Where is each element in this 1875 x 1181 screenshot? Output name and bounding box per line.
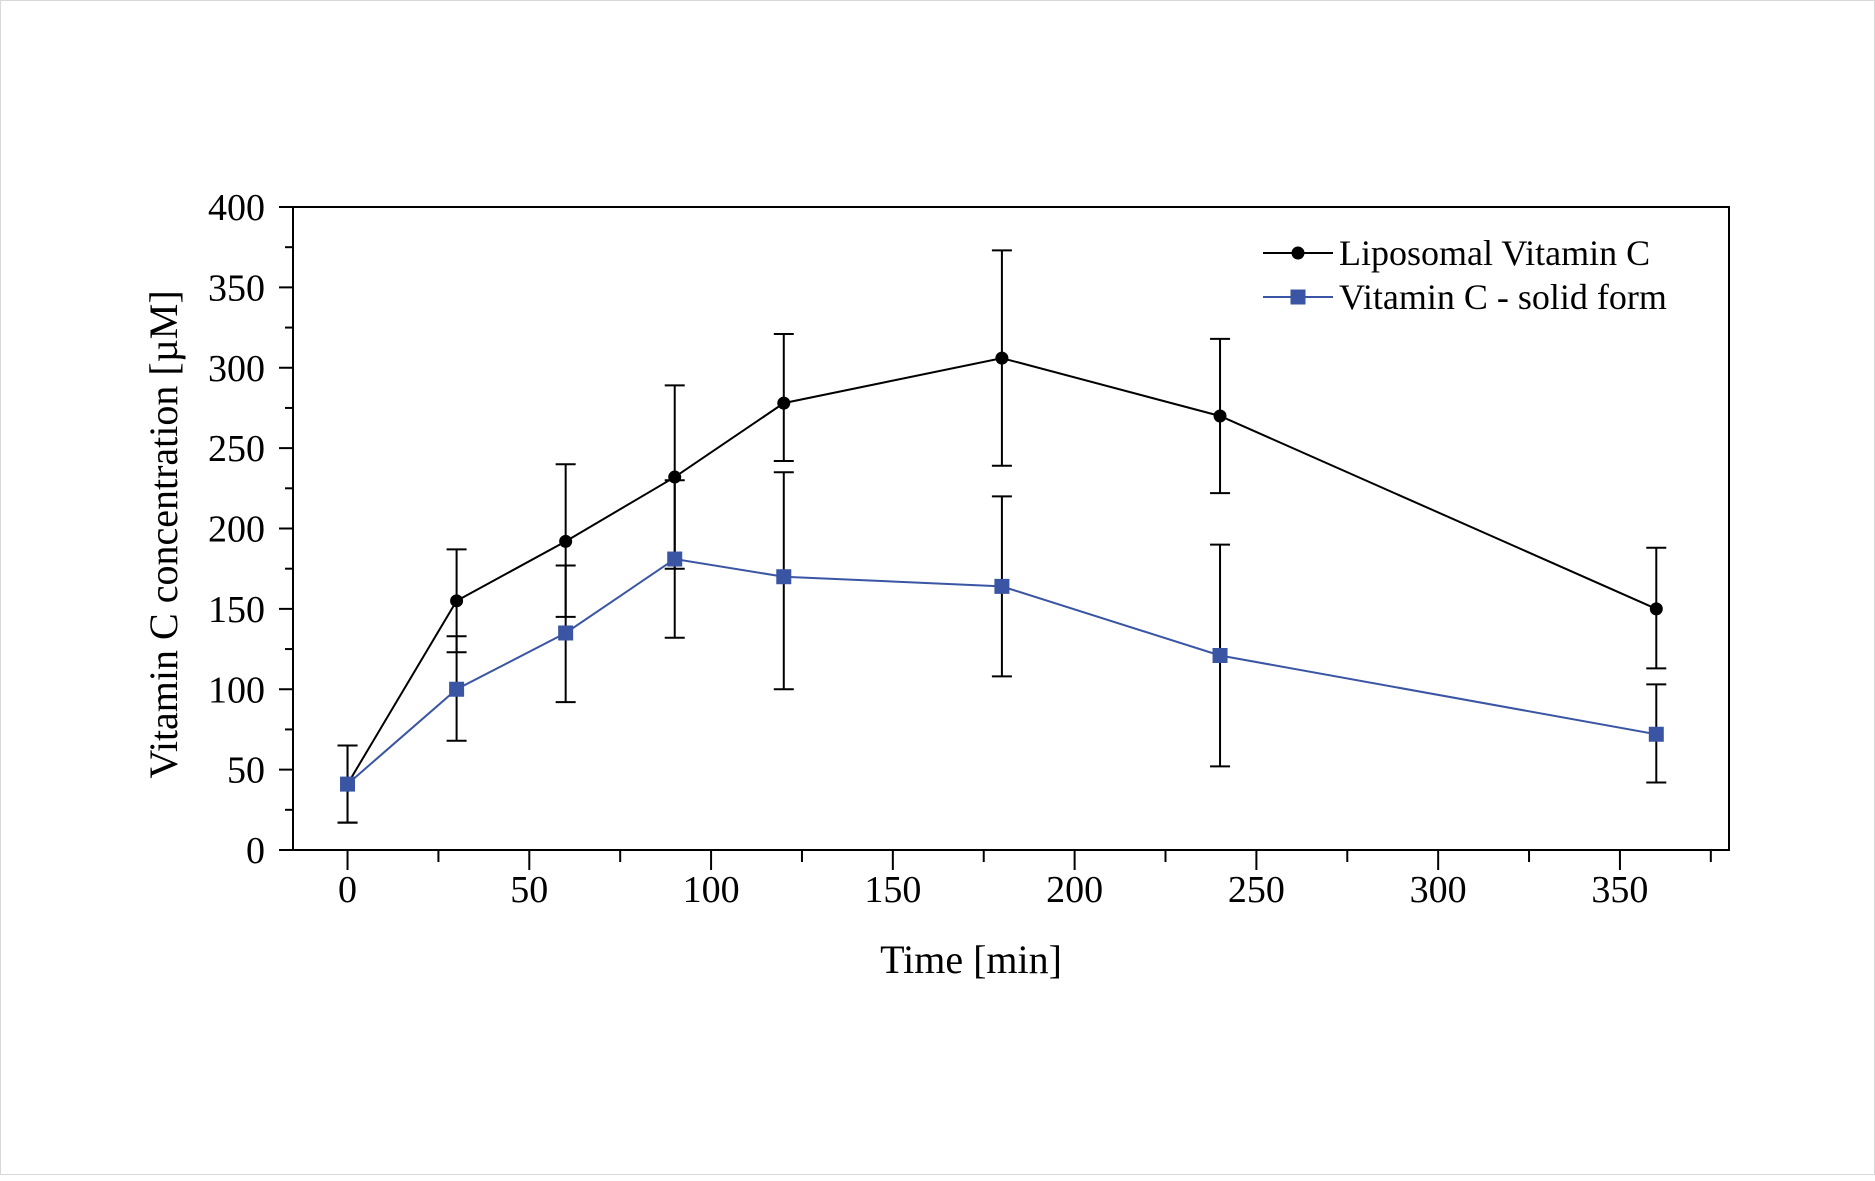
data-point <box>994 578 1010 594</box>
data-point <box>1648 726 1664 742</box>
data-point <box>667 551 683 567</box>
y-axis-title: Vitamin C concentration [µM] <box>141 290 186 778</box>
data-point <box>340 776 356 792</box>
legend-marker <box>1290 289 1306 305</box>
data-point <box>995 351 1009 365</box>
x-tick-label: 250 <box>1228 869 1285 911</box>
x-tick-label: 50 <box>510 869 548 911</box>
legend-label: Liposomal Vitamin C <box>1339 233 1650 273</box>
series-line <box>346 557 1657 785</box>
y-tick-label: 50 <box>227 750 265 792</box>
x-tick-label: 150 <box>864 869 921 911</box>
data-point <box>1213 409 1227 423</box>
x-axis-title: Time [min] <box>880 937 1062 982</box>
axes: 0 50 100 150 200 250 300 350 0 50 100 150 200 250 300 3… <box>208 187 1730 911</box>
legend-label: Vitamin C - solid form <box>1339 277 1667 317</box>
series-line <box>346 357 1657 785</box>
series-2 <box>337 471 1667 824</box>
data-point <box>777 396 791 410</box>
x-tick-label: 200 <box>1046 869 1103 911</box>
x-tick-label: 0 <box>338 869 357 911</box>
data-point <box>1649 602 1663 616</box>
data-point <box>558 625 574 641</box>
data-point <box>1212 647 1228 663</box>
y-tick-label: 400 <box>208 187 265 229</box>
y-tick-label: 350 <box>208 267 265 309</box>
x-tick-label: 100 <box>683 869 740 911</box>
y-tick-label: 300 <box>208 348 265 390</box>
y-tick-label: 150 <box>208 589 265 631</box>
data-point <box>450 594 464 608</box>
series-layer <box>337 249 1667 824</box>
y-tick-label: 100 <box>208 669 265 711</box>
x-tick-label: 350 <box>1591 869 1648 911</box>
y-tick-label: 250 <box>208 428 265 470</box>
data-point <box>449 681 465 697</box>
x-tick-label: 300 <box>1410 869 1467 911</box>
data-point <box>559 534 573 548</box>
legend-marker <box>1291 246 1305 260</box>
data-point <box>776 569 792 585</box>
y-tick-label: 200 <box>208 509 265 551</box>
y-tick-label: 0 <box>246 830 265 872</box>
